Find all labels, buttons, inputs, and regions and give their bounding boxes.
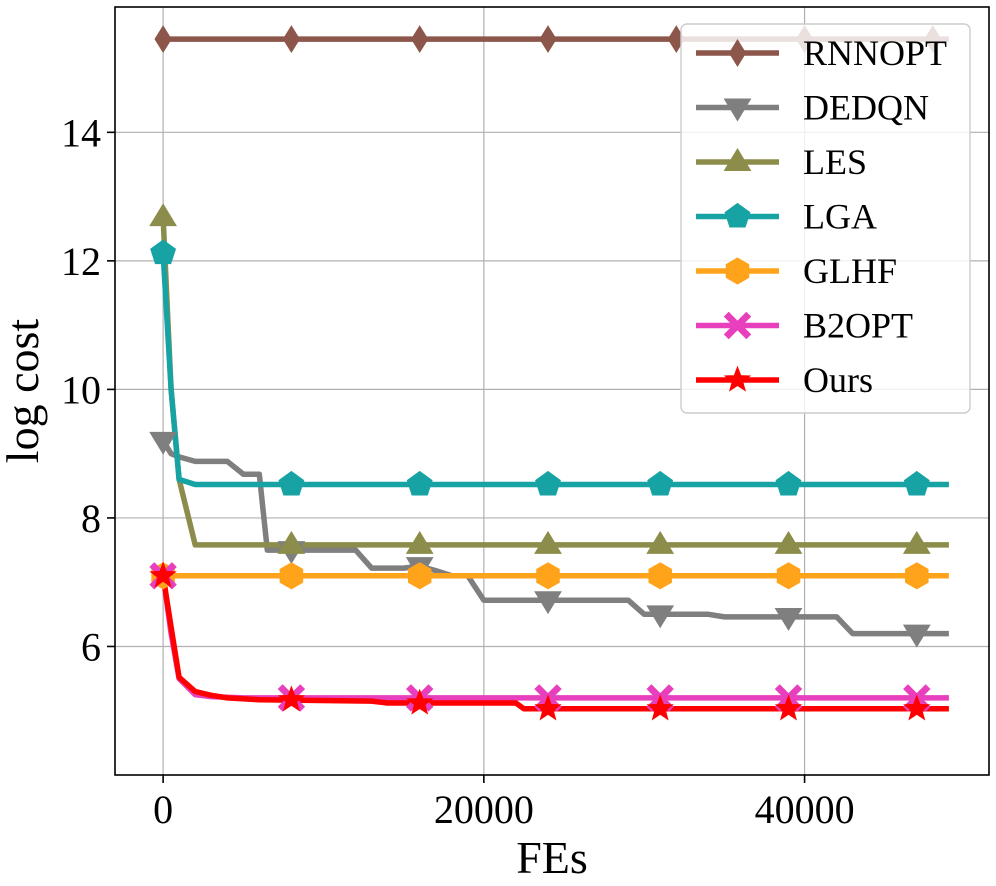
- data-point-les: [902, 530, 931, 554]
- data-point-les: [534, 530, 562, 554]
- series-line-ours: [160, 575, 949, 712]
- data-point-lga: [535, 470, 561, 496]
- axis-ticks: 0 20000 40000 6 8 10 12 14: [61, 110, 855, 832]
- legend-label: Ours: [803, 360, 873, 400]
- legend-swatch-marker: [723, 98, 752, 122]
- y-tick-label: 14: [61, 110, 101, 155]
- legend-swatch-marker: [728, 39, 747, 67]
- legend-swatch-marker: [725, 257, 750, 285]
- data-point-dedqn: [534, 591, 562, 615]
- legend-item-les: LES: [696, 142, 867, 182]
- legend-item-glhf: GLHF: [696, 251, 897, 291]
- data-point-ours: [774, 694, 803, 721]
- legend-label: DEDQN: [803, 88, 929, 128]
- x-tick-label: 40000: [755, 787, 855, 832]
- data-point-rnnopt: [411, 25, 429, 54]
- legend-item-dedqn: DEDQN: [696, 88, 929, 128]
- legend-label: GLHF: [803, 251, 897, 291]
- legend-item-ours: Ours: [696, 360, 873, 400]
- data-point-les: [774, 530, 803, 554]
- legend: RNNOPT DEDQN LES LGA GLHF B2OPT Ours: [680, 23, 971, 414]
- x-tick-label: 0: [153, 787, 173, 832]
- data-point-glhf: [905, 562, 929, 590]
- data-point-lga: [647, 470, 674, 496]
- data-point-glhf: [776, 562, 801, 590]
- data-point-glhf: [279, 562, 304, 590]
- legend-label: B2OPT: [803, 306, 913, 346]
- data-point-les: [277, 530, 306, 554]
- data-point-les: [405, 530, 434, 554]
- data-point-rnnopt: [282, 25, 301, 54]
- plot-frame: [114, 6, 990, 776]
- y-tick-label: 8: [81, 496, 101, 541]
- data-point-ours: [646, 694, 674, 721]
- data-point-lga: [903, 470, 930, 496]
- data-point-rnnopt: [154, 25, 172, 54]
- legend-item-rnnopt: RNNOPT: [696, 33, 947, 73]
- legend-swatch-marker: [724, 202, 751, 228]
- data-point-ours: [405, 688, 434, 715]
- series-line-lga: [160, 252, 949, 488]
- y-tick-label: 10: [61, 367, 101, 412]
- y-tick-label: 12: [61, 239, 101, 284]
- legend-swatch-marker: [723, 365, 752, 392]
- data-point-ours: [903, 694, 931, 721]
- legend-swatch-marker: [723, 148, 752, 171]
- legend-item-b2opt: B2OPT: [696, 306, 913, 346]
- data-point-lga: [775, 470, 802, 496]
- x-tick-label: 20000: [434, 787, 534, 832]
- data-point-lga: [278, 470, 305, 496]
- y-tick-label: 6: [81, 624, 101, 669]
- legend-label: LES: [803, 142, 867, 182]
- data-point-glhf: [648, 562, 672, 590]
- x-axis-label: FEs: [516, 832, 588, 883]
- data-point-les: [149, 203, 177, 227]
- y-axis-label: log cost: [0, 319, 48, 464]
- data-point-lga: [150, 239, 177, 265]
- legend-label: RNNOPT: [803, 33, 947, 73]
- data-point-glhf: [407, 562, 432, 590]
- data-point-rnnopt: [539, 25, 557, 54]
- legend-swatch-marker: [723, 311, 752, 340]
- data-point-glhf: [536, 562, 560, 590]
- data-point-dedqn: [646, 605, 675, 629]
- data-point-les: [646, 530, 675, 554]
- legend-item-lga: LGA: [696, 197, 877, 237]
- legend-label: LGA: [803, 197, 877, 237]
- data-point-ours: [149, 561, 177, 588]
- series-markers: [149, 25, 942, 721]
- data-point-dedqn: [149, 431, 177, 455]
- legend-frame: [680, 23, 971, 414]
- data-point-lga: [406, 470, 433, 496]
- data-point-ours: [277, 685, 306, 712]
- data-point-dedqn: [902, 624, 931, 648]
- data-point-dedqn: [774, 607, 803, 631]
- data-point-ours: [534, 694, 562, 721]
